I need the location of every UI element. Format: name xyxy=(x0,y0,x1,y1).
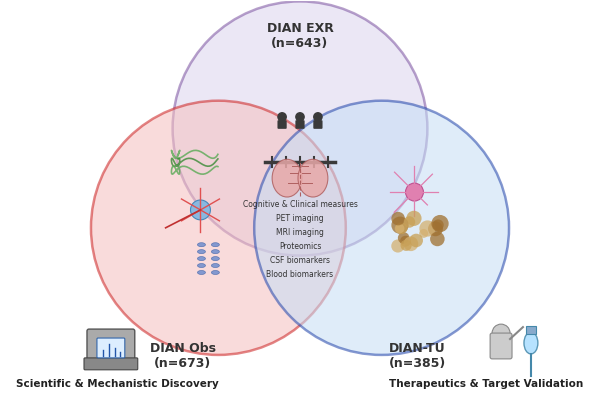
Ellipse shape xyxy=(197,250,205,254)
Circle shape xyxy=(278,113,286,121)
Circle shape xyxy=(404,236,418,251)
Ellipse shape xyxy=(197,270,205,274)
FancyBboxPatch shape xyxy=(97,338,125,358)
Circle shape xyxy=(406,183,424,201)
Circle shape xyxy=(391,240,404,252)
Circle shape xyxy=(398,232,409,244)
Circle shape xyxy=(406,211,422,226)
Circle shape xyxy=(430,232,445,246)
Circle shape xyxy=(404,216,415,228)
Text: Scientific & Mechanistic Discovery: Scientific & Mechanistic Discovery xyxy=(16,379,219,389)
Ellipse shape xyxy=(211,243,220,247)
Circle shape xyxy=(428,221,443,236)
Circle shape xyxy=(395,224,404,233)
Circle shape xyxy=(492,324,510,342)
Text: DIAN Obs
(n=673): DIAN Obs (n=673) xyxy=(149,342,215,370)
Ellipse shape xyxy=(211,264,220,268)
Circle shape xyxy=(296,113,304,121)
Ellipse shape xyxy=(298,159,328,197)
Circle shape xyxy=(409,234,423,247)
Ellipse shape xyxy=(211,250,220,254)
Circle shape xyxy=(419,229,428,238)
Circle shape xyxy=(433,220,444,231)
Circle shape xyxy=(391,216,409,234)
Ellipse shape xyxy=(91,101,346,355)
Circle shape xyxy=(400,236,411,247)
FancyBboxPatch shape xyxy=(490,333,512,359)
Circle shape xyxy=(191,200,211,220)
Circle shape xyxy=(401,240,412,251)
FancyBboxPatch shape xyxy=(84,358,138,370)
FancyBboxPatch shape xyxy=(87,329,135,363)
Text: Cognitive & Clinical measures
PET imaging
MRI imaging
Proteomics
CSF biomarkers
: Cognitive & Clinical measures PET imagin… xyxy=(242,200,358,279)
Text: DIAN-TU
(n=385): DIAN-TU (n=385) xyxy=(389,342,446,370)
Ellipse shape xyxy=(197,257,205,260)
Ellipse shape xyxy=(197,264,205,268)
Ellipse shape xyxy=(173,1,427,256)
Ellipse shape xyxy=(211,270,220,274)
Circle shape xyxy=(395,222,407,234)
Text: DIAN EXR
(n=643): DIAN EXR (n=643) xyxy=(266,22,334,50)
Circle shape xyxy=(431,215,449,232)
FancyBboxPatch shape xyxy=(277,120,287,129)
Ellipse shape xyxy=(272,159,302,197)
Ellipse shape xyxy=(211,257,220,260)
FancyBboxPatch shape xyxy=(313,120,323,129)
Circle shape xyxy=(391,212,405,225)
Ellipse shape xyxy=(524,332,538,354)
Circle shape xyxy=(314,113,322,121)
FancyBboxPatch shape xyxy=(526,326,536,334)
Ellipse shape xyxy=(197,243,205,247)
Circle shape xyxy=(419,220,436,237)
Ellipse shape xyxy=(254,101,509,355)
FancyBboxPatch shape xyxy=(295,120,305,129)
Text: Therapeutics & Target Validation: Therapeutics & Target Validation xyxy=(389,379,584,389)
